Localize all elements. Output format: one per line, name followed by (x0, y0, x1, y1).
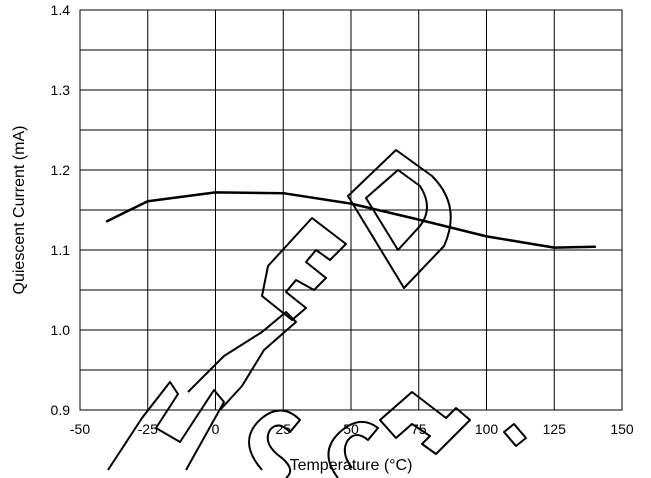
watermark-letter-s (248, 409, 301, 478)
y-tick-label: 1.1 (51, 242, 71, 258)
x-axis-title: Temperature (°C) (290, 457, 413, 474)
x-tick-label: -25 (138, 421, 158, 437)
grid-lines (79, 9, 623, 411)
y-tick-labels: 0.9 1.0 1.1 1.2 1.3 1.4 (51, 2, 71, 418)
series-line-quiescent-current (105, 191, 597, 249)
x-tick-label: 25 (275, 421, 291, 437)
x-tick-label: 150 (610, 421, 634, 437)
y-axis-title: Quiescent Current (mA) (11, 126, 28, 295)
x-tick-label: 125 (543, 421, 567, 437)
watermark-letter-stroke (503, 423, 527, 447)
watermark-letter-n (107, 381, 225, 471)
watermark-letter-d (347, 149, 452, 289)
watermark-letter-g (327, 421, 379, 478)
watermark-letter-n2 (379, 391, 471, 455)
plot-frame (79, 9, 623, 411)
x-tick-label: 50 (343, 421, 359, 437)
y-tick-label: 1.4 (51, 2, 71, 18)
y-tick-label: 1.2 (51, 162, 71, 178)
x-tick-label: 0 (212, 421, 220, 437)
watermark-letter-e (261, 217, 347, 321)
watermark-letter-d-upper (187, 311, 297, 411)
x-tick-label: -50 (70, 421, 90, 437)
y-tick-label: 1.0 (51, 322, 71, 338)
watermark (107, 149, 527, 478)
y-tick-label: 1.3 (51, 82, 71, 98)
x-tick-labels: -50 -25 0 25 50 75 100 125 150 (70, 421, 634, 437)
x-tick-label: 100 (475, 421, 499, 437)
y-tick-label: 0.9 (51, 402, 71, 418)
